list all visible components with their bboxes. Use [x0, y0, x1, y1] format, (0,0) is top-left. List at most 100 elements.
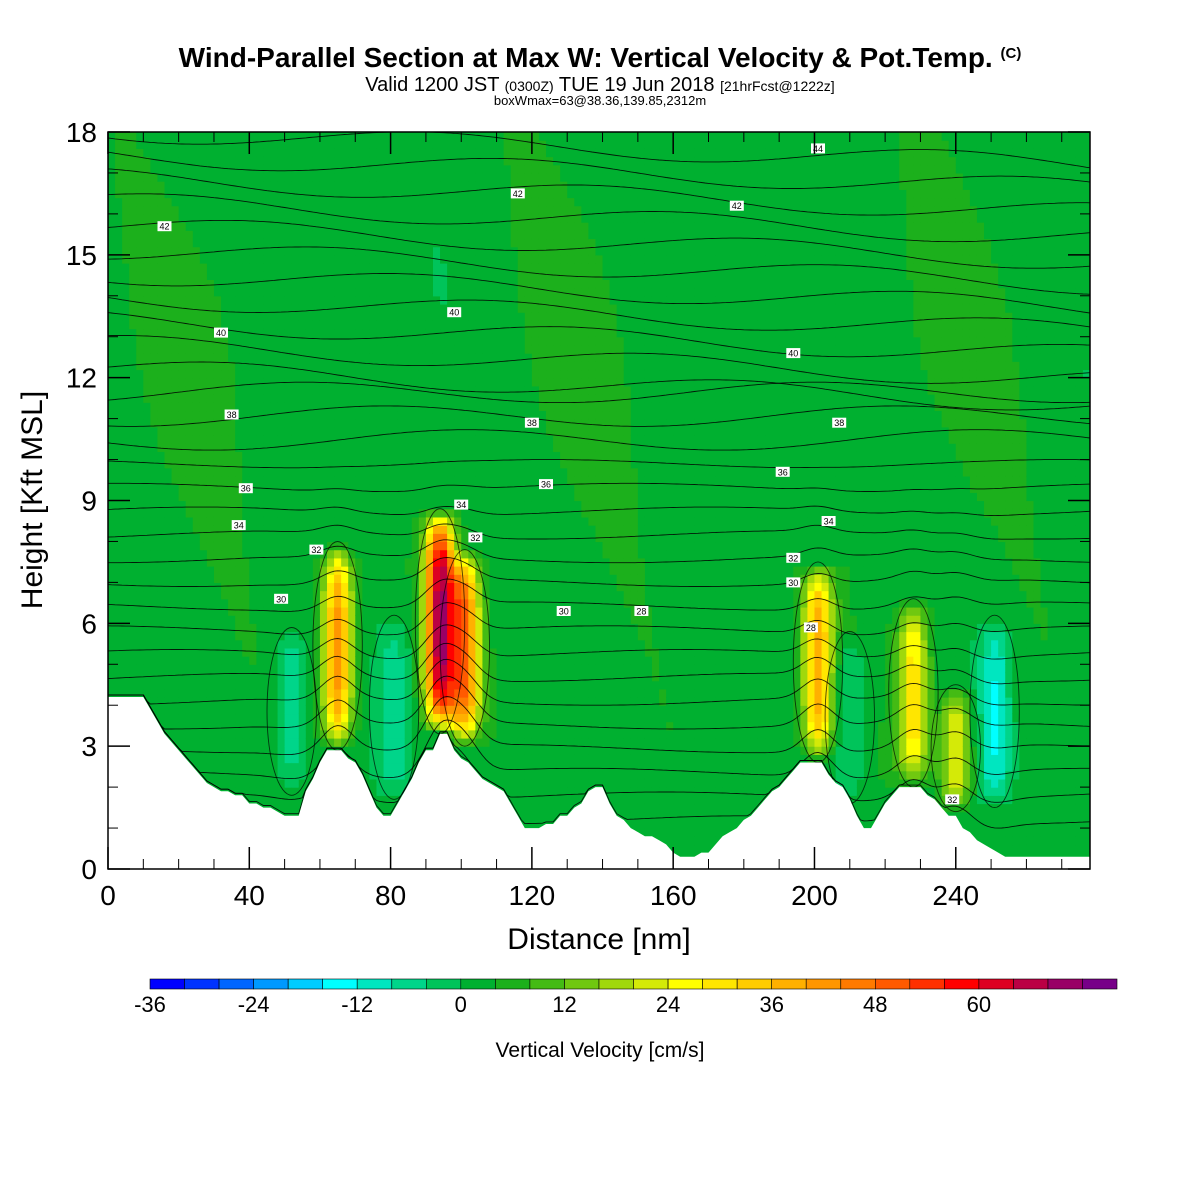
colorbar-swatch	[944, 978, 980, 990]
contour-label-text: 42	[732, 201, 742, 211]
contour-label-text: 30	[788, 578, 798, 588]
theta-contour-line	[108, 297, 1090, 331]
contour-label: 32	[309, 544, 324, 555]
chart-subtitle: Valid 1200 JST (0300Z) TUE 19 Jun 2018 […	[0, 74, 1200, 97]
theta-contour-line	[108, 312, 1090, 358]
theta-contour-line	[108, 168, 1090, 216]
theta-contour-line	[108, 459, 1090, 469]
contour-label: 42	[729, 200, 744, 211]
contour-label-bg	[775, 466, 790, 477]
colorbar-swatch	[391, 978, 427, 990]
contour-label-bg	[309, 544, 324, 555]
contour-label-bg	[157, 221, 172, 232]
contour-label-bg	[811, 143, 825, 154]
contour-label-text: 40	[788, 349, 798, 359]
y-tick-label: 18	[66, 117, 97, 148]
contour-label: 42	[157, 221, 172, 232]
contour-label-text: 42	[513, 189, 523, 199]
contour-label-bg	[214, 327, 228, 338]
theta-contour-line	[108, 539, 1090, 564]
terrain-fill	[108, 697, 1090, 869]
contour-label-bg	[945, 794, 960, 805]
contour-label-bg	[803, 622, 818, 633]
contour-label-text: 40	[216, 328, 226, 338]
contour-label-bg	[634, 606, 649, 616]
colorbar-tick-label: 60	[967, 992, 991, 1017]
contour-label: 40	[214, 327, 228, 338]
contour-label-bg	[539, 479, 553, 490]
contour-label-text: 28	[806, 623, 816, 633]
contour-label-text: 36	[241, 484, 251, 494]
theta-contour-line	[108, 658, 1090, 706]
colorbar-swatch	[495, 978, 531, 990]
subtitle-forecast: [21hrFcst@1222z]	[720, 78, 835, 94]
colorbar-swatch	[287, 978, 324, 990]
contour-label-text: 40	[449, 308, 459, 318]
contour-label-bg	[274, 593, 289, 604]
chart-info-line: boxWmax=63@38.36,139.85,2312m	[493, 93, 707, 108]
theta-contour-line	[108, 675, 1090, 730]
contour-label-bg	[556, 606, 571, 616]
colorbar-swatch	[529, 978, 565, 990]
theta-contour-line	[108, 694, 1090, 780]
contour-label: 40	[447, 307, 462, 318]
theta-contour-line	[108, 273, 1090, 314]
chart-title: Wind-Parallel Section at Max W: Vertical…	[178, 42, 1022, 73]
potential-temperature-contours	[108, 132, 1090, 829]
contour-label: 36	[238, 483, 253, 494]
theta-contour-line	[108, 429, 1090, 451]
theta-contour-line	[108, 578, 1090, 612]
x-tick-label: 240	[932, 880, 979, 911]
colorbar-tick-label: 0	[455, 992, 467, 1017]
colorbar-swatch	[874, 978, 911, 990]
y-tick-label: 6	[81, 608, 97, 639]
cell-contour	[266, 627, 317, 796]
contour-label-bg	[224, 409, 239, 420]
theta-contour-line	[108, 694, 1090, 803]
contour-label-text: 30	[559, 607, 569, 617]
contour-label-bg	[468, 532, 483, 543]
contour-label-text: 34	[456, 500, 466, 510]
cell-contour	[414, 508, 466, 735]
contour-label: 44	[811, 143, 825, 154]
colorbar-swatch	[771, 978, 807, 990]
contour-label-bg	[447, 307, 462, 318]
x-tick-label: 120	[509, 880, 556, 911]
theta-contour-line	[108, 151, 1090, 189]
x-tick-label: 40	[234, 880, 265, 911]
contour-label-bg	[729, 200, 744, 211]
contour-label-text: 30	[276, 594, 286, 604]
theta-contour-line	[108, 132, 1090, 169]
theta-contour-line	[108, 193, 1090, 243]
theta-contour-line	[108, 335, 1090, 384]
colorbar-swatch	[460, 978, 496, 990]
contour-label: 32	[786, 552, 801, 563]
contour-label-text: 44	[813, 144, 823, 154]
colorbar-swatch	[1047, 978, 1083, 990]
theta-contour-line	[108, 694, 1090, 756]
colorbar-swatch	[598, 978, 634, 990]
contour-labels: 44 42 42 42 40 40 40 38 38 38 36 36 36 34 34 34 32 32 32 30…	[157, 143, 960, 805]
contour-label: 34	[454, 499, 469, 510]
contour-label: 36	[775, 466, 790, 477]
contour-label: 36	[539, 479, 553, 490]
colorbar-tick-label: 48	[863, 992, 887, 1017]
terrain-mask	[108, 697, 1090, 869]
contour-label: 32	[945, 794, 960, 805]
contour-label: 38	[524, 417, 539, 428]
colorbar-swatch	[805, 978, 842, 990]
colorbar-swatch	[425, 978, 462, 990]
contour-label-text: 36	[778, 467, 788, 477]
colorbar-swatch	[253, 978, 289, 990]
contour-label: 28	[634, 606, 649, 617]
contour-label-bg	[231, 520, 246, 531]
colorbar-label: Vertical Velocity [cm/s]	[496, 1039, 705, 1062]
colorbar-swatch	[840, 978, 876, 990]
subtitle-date: TUE 19 Jun 2018	[558, 74, 715, 96]
colorbar-tick-label: 24	[656, 992, 680, 1017]
colorbar-swatch	[667, 978, 703, 990]
y-tick-label: 9	[81, 486, 97, 517]
colorbar-tick-label: 12	[552, 992, 576, 1017]
contour-label-text: 36	[541, 480, 551, 490]
contour-label-text: 38	[527, 418, 537, 428]
